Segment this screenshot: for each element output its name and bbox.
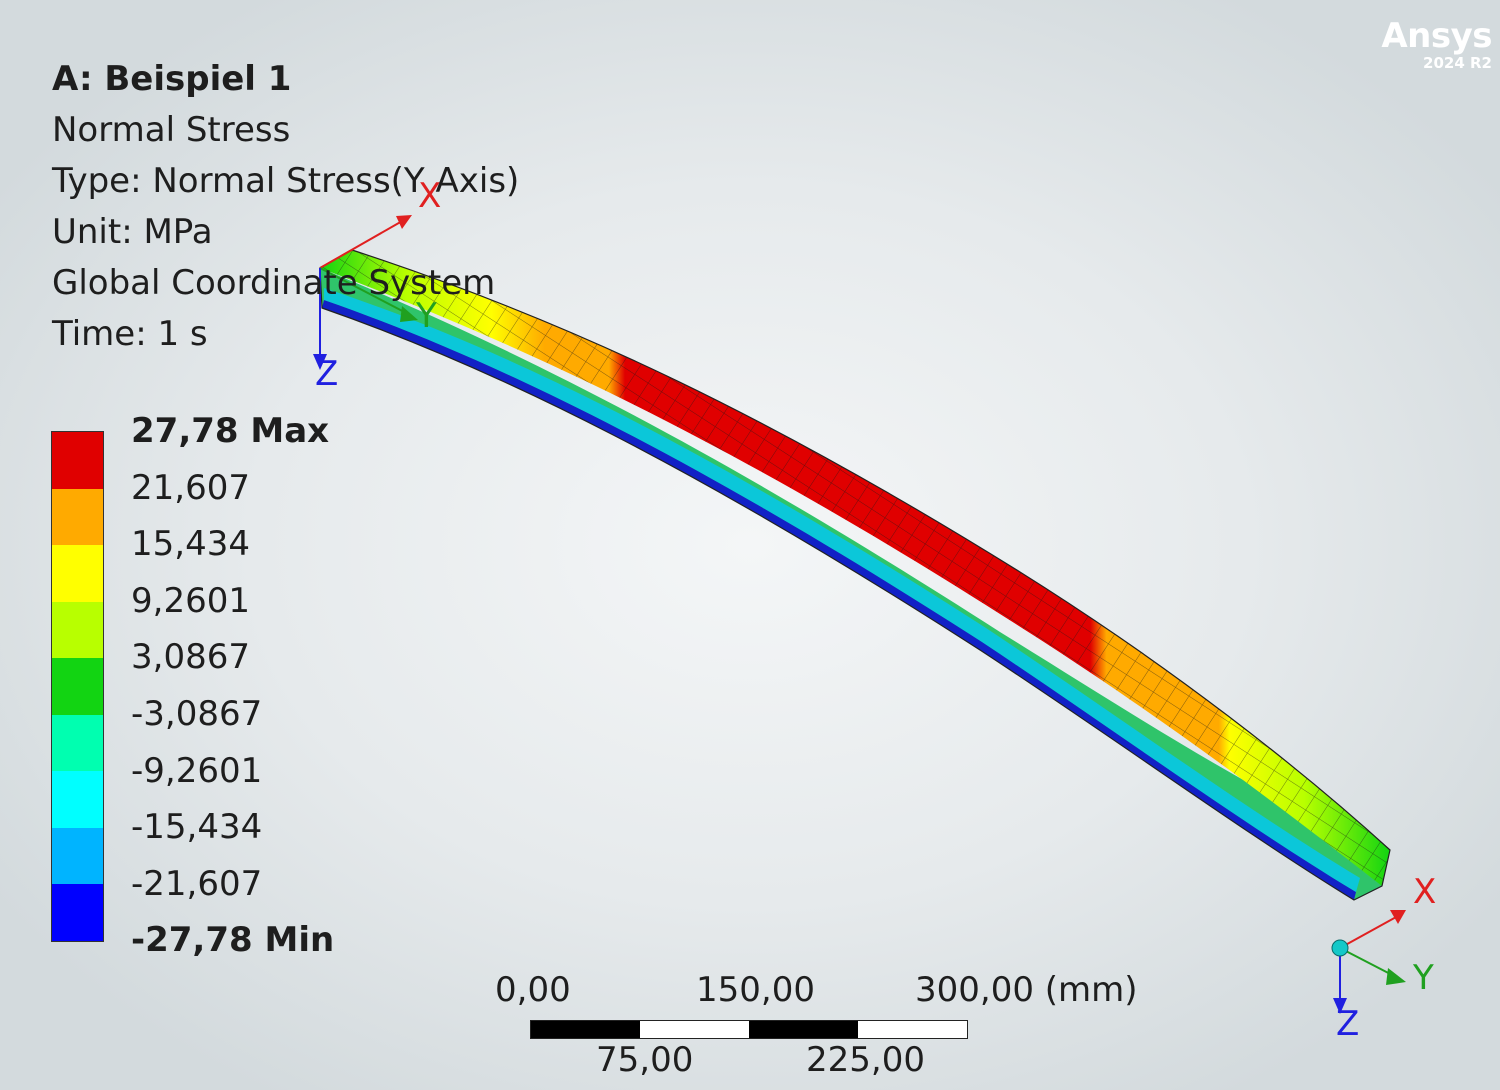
triad-top-x-label: X bbox=[418, 176, 442, 216]
triad-bottom-y-label: Y bbox=[1413, 958, 1434, 998]
beam-outline bbox=[319, 249, 1391, 901]
legend-label: 9,2601 bbox=[131, 580, 250, 621]
legend-band bbox=[52, 658, 103, 715]
result-info: A: Beispiel 1 Normal Stress Type: Normal… bbox=[52, 54, 519, 360]
legend-label: -15,434 bbox=[131, 807, 263, 848]
legend-label: 15,434 bbox=[131, 524, 250, 565]
legend-label: -21,607 bbox=[131, 863, 263, 904]
analysis-title: A: Beispiel 1 bbox=[52, 59, 292, 99]
legend-label: -9,2601 bbox=[131, 750, 263, 791]
result-name: Normal Stress bbox=[52, 110, 291, 150]
legend-band bbox=[52, 601, 103, 658]
triad-top-z-label: Z bbox=[315, 354, 339, 394]
ansys-logo: Ansys 2024 R2 bbox=[1381, 18, 1492, 72]
legend-band bbox=[52, 714, 103, 771]
legend-labels: 27,78 Max 21,607 15,434 9,2601 3,0867 -3… bbox=[131, 409, 334, 975]
legend-band bbox=[52, 771, 103, 828]
legend-label: 21,607 bbox=[131, 467, 250, 508]
x-arrow-icon bbox=[1390, 910, 1406, 924]
triad-bottom-z-label: Z bbox=[1336, 1004, 1360, 1044]
y-arrow-icon bbox=[1386, 968, 1406, 985]
legend-label: 3,0867 bbox=[131, 637, 250, 678]
y-arrow-icon bbox=[400, 306, 418, 322]
triad-top-y-label: Y bbox=[416, 296, 437, 336]
beam-front-shading bbox=[322, 300, 1356, 900]
coordinate-system: Global Coordinate System bbox=[52, 263, 496, 303]
legend-color-bar bbox=[51, 431, 104, 942]
legend-band bbox=[52, 545, 103, 602]
legend-label-min: -27,78 Min bbox=[131, 920, 335, 961]
legend-band bbox=[52, 488, 103, 545]
legend-label-max: 27,78 Max bbox=[131, 411, 330, 451]
legend-band bbox=[52, 432, 103, 489]
x-arrow-icon bbox=[396, 215, 412, 229]
z-arrow-icon bbox=[1333, 998, 1347, 1014]
result-type: Type: Normal Stress(Y Axis) bbox=[52, 161, 520, 201]
result-time: Time: 1 s bbox=[52, 314, 208, 354]
brand-name: Ansys bbox=[1381, 16, 1492, 56]
legend-band bbox=[52, 827, 103, 884]
z-arrow-icon bbox=[313, 354, 327, 370]
result-unit: Unit: MPa bbox=[52, 212, 213, 252]
triad-bottom-x-label: X bbox=[1413, 872, 1437, 912]
brand-version: 2024 R2 bbox=[1423, 54, 1492, 72]
triad-top bbox=[313, 215, 418, 370]
legend-band bbox=[52, 884, 103, 941]
triad-bottom[interactable] bbox=[1331, 910, 1406, 1014]
triad-origin-icon bbox=[1331, 939, 1349, 957]
legend-label: -3,0867 bbox=[131, 693, 263, 734]
